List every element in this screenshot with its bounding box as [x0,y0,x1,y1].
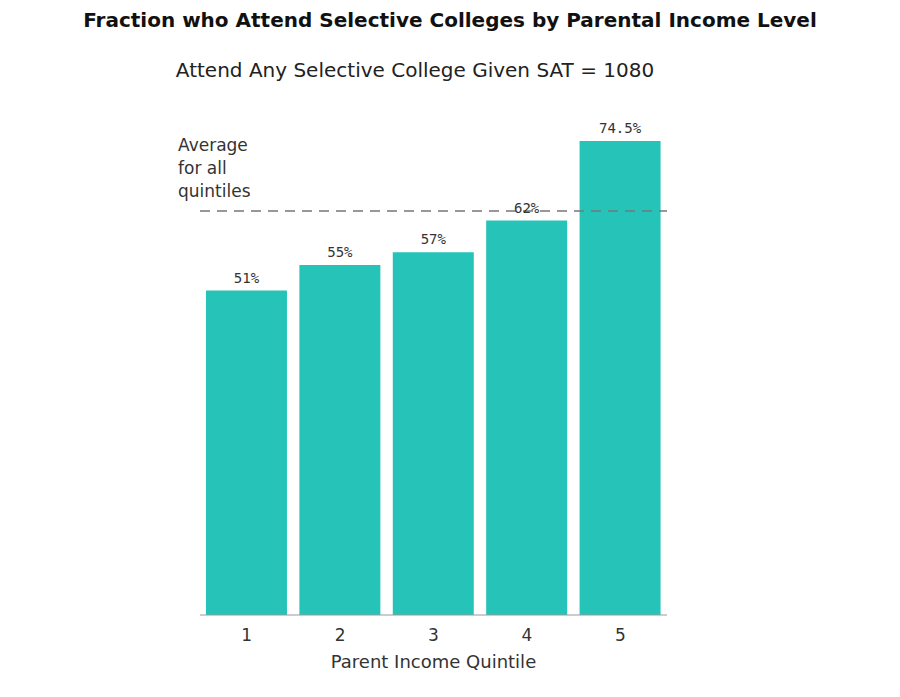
svg-text:57%: 57% [421,231,447,247]
svg-text:55%: 55% [327,244,353,260]
svg-text:Averagefor allquintiles: Averagefor allquintiles [178,135,251,201]
svg-text:Parent Income Quintile: Parent Income Quintile [331,651,536,672]
svg-text:1: 1 [241,625,252,645]
svg-text:74.5%: 74.5% [599,120,642,136]
html-text:Attend Any Selective College G: Attend Any Selective College Given SAT =… [175,58,655,82]
svg-text:3: 3 [428,625,439,645]
svg-text:2: 2 [335,625,346,645]
html-text:Fraction who Attend Selective: Fraction who Attend Selective Colleges b… [83,8,817,32]
svg-text:51%: 51% [234,270,260,286]
svg-text:62%: 62% [514,200,540,216]
svg-text:4: 4 [521,625,532,645]
svg-text:5: 5 [615,625,626,645]
